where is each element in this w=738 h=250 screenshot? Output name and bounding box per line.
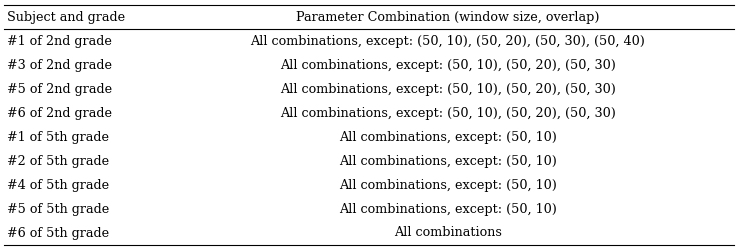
Text: #5 of 2nd grade: #5 of 2nd grade [7,82,112,96]
Text: All combinations, except: (50, 10): All combinations, except: (50, 10) [339,130,556,143]
Text: #5 of 5th grade: #5 of 5th grade [7,202,110,215]
Text: All combinations, except: (50, 10), (50, 20), (50, 30): All combinations, except: (50, 10), (50,… [280,106,615,120]
Text: #1 of 5th grade: #1 of 5th grade [7,130,109,143]
Text: #4 of 5th grade: #4 of 5th grade [7,178,109,192]
Text: All combinations, except: (50, 10): All combinations, except: (50, 10) [339,178,556,192]
Text: #1 of 2nd grade: #1 of 2nd grade [7,34,112,48]
Text: #6 of 5th grade: #6 of 5th grade [7,226,109,239]
Text: #2 of 5th grade: #2 of 5th grade [7,154,109,168]
Text: #6 of 2nd grade: #6 of 2nd grade [7,106,112,120]
Text: #3 of 2nd grade: #3 of 2nd grade [7,58,112,71]
Text: All combinations, except: (50, 10): All combinations, except: (50, 10) [339,202,556,215]
Text: All combinations, except: (50, 10), (50, 20), (50, 30), (50, 40): All combinations, except: (50, 10), (50,… [250,34,645,48]
Text: All combinations, except: (50, 10), (50, 20), (50, 30): All combinations, except: (50, 10), (50,… [280,58,615,71]
Text: All combinations, except: (50, 10): All combinations, except: (50, 10) [339,154,556,168]
Text: Subject and grade: Subject and grade [7,10,125,24]
Text: Parameter Combination (window size, overlap): Parameter Combination (window size, over… [296,10,599,24]
Text: All combinations: All combinations [393,226,502,239]
Text: All combinations, except: (50, 10), (50, 20), (50, 30): All combinations, except: (50, 10), (50,… [280,82,615,96]
